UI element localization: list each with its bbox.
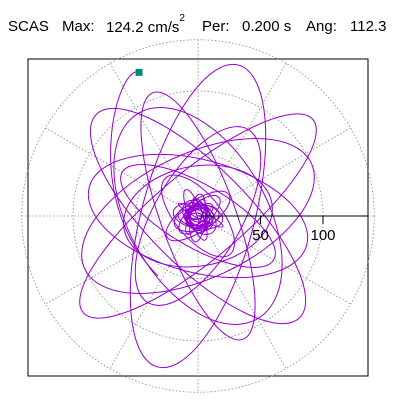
- tick-label-100: 100: [310, 227, 335, 244]
- orbit-loop-14: [113, 107, 283, 325]
- per-value: 0.200 s: [242, 18, 292, 35]
- radial-ticks: 50 100: [252, 216, 336, 244]
- max-value-text: 124.2 cm/s: [106, 19, 180, 36]
- orbit-loop-13: [129, 63, 267, 369]
- ang-value: 112.3: [350, 18, 387, 35]
- max-label: Max:: [62, 18, 95, 35]
- orbit-loop-1: [89, 107, 307, 325]
- orbit-loop-7: [123, 164, 273, 268]
- orbit-core-loop-11: [193, 196, 206, 231]
- orbit-loop-3: [140, 91, 256, 341]
- orbit-core-loop-17: [184, 206, 214, 232]
- max-unit-exponent: 2: [179, 13, 185, 24]
- per-label: Per:: [202, 18, 230, 35]
- peak-marker-layer: [135, 68, 143, 76]
- ang-label: Ang:: [306, 18, 337, 35]
- orbit-tail: [110, 71, 159, 277]
- orbit-loop-2: [81, 138, 315, 294]
- orbit-core-loop-16: [189, 209, 207, 223]
- chart-title: SCAS Max: 124.2 cm/s2 Per: 0.200 s Ang: …: [0, 13, 400, 42]
- peak-marker: [135, 68, 143, 76]
- max-value: 124.2 cm/s2: [106, 13, 185, 36]
- station-name: SCAS: [8, 18, 49, 35]
- orbit-loop-6: [120, 164, 276, 268]
- tick-label-50: 50: [252, 227, 269, 244]
- orbit-trace: [79, 63, 317, 369]
- orbit-loop-0: [79, 113, 317, 319]
- orbit-loop-4: [87, 153, 309, 279]
- orbit-loop-5: [134, 126, 262, 306]
